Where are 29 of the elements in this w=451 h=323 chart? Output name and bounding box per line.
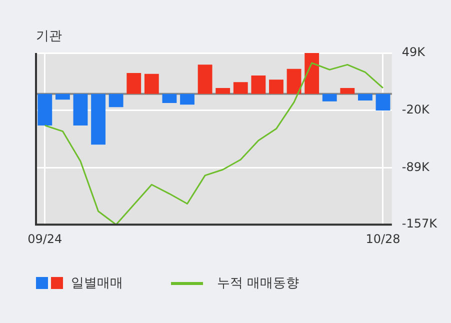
bar bbox=[216, 88, 230, 94]
bar bbox=[73, 94, 88, 126]
bar bbox=[322, 94, 337, 102]
y-tick-label: 49K bbox=[402, 45, 426, 60]
bar bbox=[233, 82, 248, 94]
bar bbox=[162, 94, 177, 103]
y-tick-label: -20K bbox=[402, 102, 430, 117]
bar bbox=[286, 68, 302, 94]
bar bbox=[91, 94, 106, 145]
chart-title: 기관 bbox=[36, 28, 62, 45]
bar bbox=[38, 94, 52, 126]
bar bbox=[269, 80, 284, 94]
bar bbox=[340, 88, 355, 94]
bar bbox=[376, 94, 390, 110]
x-tick-label: 09/24 bbox=[28, 232, 62, 246]
y-tick-label: -89K bbox=[402, 160, 430, 174]
bar bbox=[358, 94, 372, 100]
bar bbox=[144, 74, 159, 94]
bar bbox=[304, 53, 320, 94]
bar bbox=[55, 94, 70, 100]
bar bbox=[108, 94, 124, 108]
bar bbox=[180, 94, 194, 105]
legend-label: 일별매매 bbox=[71, 275, 123, 292]
x-tick-label: 10/28 bbox=[366, 232, 400, 246]
y-tick-label: -157K bbox=[402, 216, 438, 231]
bar bbox=[126, 72, 142, 94]
bar bbox=[198, 64, 212, 94]
bar bbox=[251, 75, 266, 94]
legend-label: 누적 매매동향 bbox=[217, 275, 300, 292]
